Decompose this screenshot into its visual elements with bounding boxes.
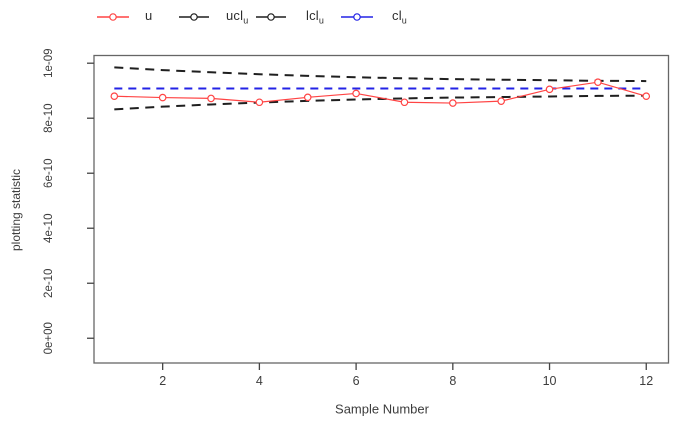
legend-item-u: u — [96, 8, 152, 26]
x-axis-title: Sample Number — [335, 401, 429, 417]
y-axis-title: plotting statistic — [9, 168, 23, 252]
legend-line-cl-icon — [341, 12, 373, 21]
y-tick-label: 8e-10 — [43, 103, 55, 132]
x-tick-label: 4 — [256, 374, 263, 388]
series-lcl_u — [114, 94, 647, 111]
data-point-u — [255, 98, 264, 107]
legend-label-u: u — [145, 8, 153, 23]
y-tick-label: 4e-10 — [43, 214, 55, 243]
plot-frame — [93, 54, 670, 364]
legend-item-cl: clu — [340, 8, 407, 26]
data-point-u — [207, 94, 215, 103]
x-tick-label: 2 — [159, 374, 166, 388]
data-point-u — [545, 85, 554, 94]
data-point-u — [642, 92, 651, 101]
data-point-u — [110, 92, 119, 101]
data-point-u — [594, 78, 602, 86]
legend-item-ucl: uclu — [178, 8, 248, 26]
data-point-u — [158, 93, 167, 102]
y-tick-label: 0e+00 — [43, 322, 55, 354]
legend-line-ucl-icon — [179, 12, 209, 21]
legend-label-cl: clu — [392, 8, 408, 26]
y-tick-label: 2e-10 — [43, 269, 55, 298]
legend-label-ucl: uclu — [226, 8, 249, 26]
y-tick-label: 1e-09 — [43, 48, 55, 77]
legend-label-lcl: lclu — [306, 8, 325, 26]
legend-item-lcl: lclu — [255, 8, 324, 26]
data-point-u — [352, 89, 360, 98]
data-point-u — [303, 93, 312, 102]
y-tick-label: 6e-10 — [43, 159, 55, 188]
x-tick-label: 10 — [543, 374, 557, 388]
x-tick-label: 6 — [353, 374, 360, 388]
data-point-u — [400, 98, 409, 107]
series-u — [114, 81, 647, 104]
data-point-u — [497, 97, 505, 105]
x-tick-label: 12 — [639, 374, 653, 388]
chart-legend: u uclu lclu clu — [0, 8, 692, 28]
legend-line-u-icon — [97, 12, 129, 21]
legend-line-lcl-icon — [256, 12, 286, 21]
data-point-u — [449, 99, 457, 107]
series-ucl_u — [114, 66, 647, 83]
x-tick-label: 8 — [449, 374, 456, 388]
